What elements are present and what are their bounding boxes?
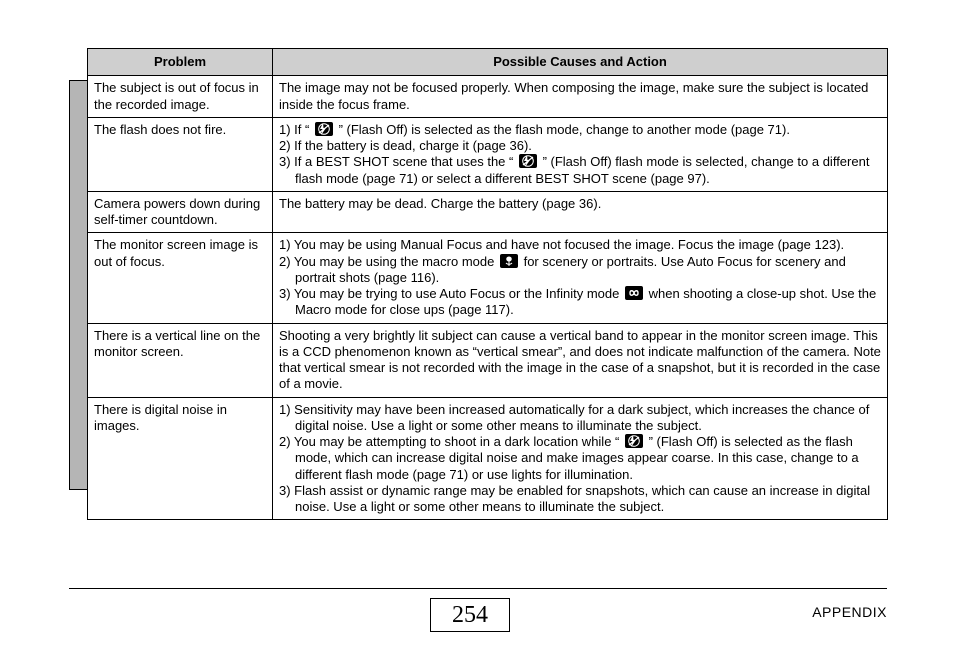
table-row: The monitor screen image is out of focus… — [88, 233, 888, 323]
cause-item: 1) If “ ” (Flash Off) is selected as the… — [279, 122, 881, 138]
flash-off-icon — [625, 434, 643, 448]
table-row: The subject is out of focus in the recor… — [88, 76, 888, 118]
cause-item: 2) You may be attempting to shoot in a d… — [279, 434, 881, 483]
table-row: The flash does not fire. 1) If “ ” (Flash… — [88, 117, 888, 191]
cause-cell: The image may not be focused properly. W… — [273, 76, 888, 118]
problem-cell: There is a vertical line on the monitor … — [88, 323, 273, 397]
cause-cell: 1) Sensitivity may have been increased a… — [273, 397, 888, 520]
cause-text-pre: 2) You may be using the macro mode — [279, 254, 498, 269]
cause-text-pre: 1) If “ — [279, 122, 313, 137]
problem-cell: Camera powers down during self-timer cou… — [88, 191, 273, 233]
flash-off-icon — [315, 122, 333, 136]
troubleshooting-table: Problem Possible Causes and Action The s… — [87, 48, 888, 520]
cause-text-post: ” (Flash Off) is selected as the flash m… — [335, 122, 790, 137]
cause-item: 2) You may be using the macro mode for s… — [279, 254, 881, 287]
page-number: 254 — [430, 598, 510, 632]
table-row: There is digital noise in images.1) Sens… — [88, 397, 888, 520]
header-causes: Possible Causes and Action — [273, 49, 888, 76]
table-row: There is a vertical line on the monitor … — [88, 323, 888, 397]
macro-icon — [500, 254, 518, 268]
cause-item: 3) Flash assist or dynamic range may be … — [279, 483, 881, 516]
cause-cell: 1) You may be using Manual Focus and hav… — [273, 233, 888, 323]
problem-cell: There is digital noise in images. — [88, 397, 273, 520]
cause-cell: Shooting a very brightly lit subject can… — [273, 323, 888, 397]
cause-text-pre: 2) You may be attempting to shoot in a d… — [279, 434, 623, 449]
header-problem: Problem — [88, 49, 273, 76]
cause-text-pre: 3) You may be trying to use Auto Focus o… — [279, 286, 623, 301]
cause-item: 3) If a BEST SHOT scene that uses the “ … — [279, 154, 881, 187]
section-label: APPENDIX — [812, 604, 887, 620]
infinity-icon — [625, 286, 643, 300]
troubleshooting-page: Problem Possible Causes and Action The s… — [69, 48, 889, 520]
cause-text-pre: 3) If a BEST SHOT scene that uses the “ — [279, 154, 517, 169]
problem-cell: The subject is out of focus in the recor… — [88, 76, 273, 118]
cause-item: 1) You may be using Manual Focus and hav… — [279, 237, 881, 253]
problem-cell: The monitor screen image is out of focus… — [88, 233, 273, 323]
cause-item: 2) If the battery is dead, charge it (pa… — [279, 138, 881, 154]
cause-cell: 1) If “ ” (Flash Off) is selected as the… — [273, 117, 888, 191]
problem-cell: The flash does not fire. — [88, 117, 273, 191]
flash-off-icon — [519, 154, 537, 168]
cause-item: 3) You may be trying to use Auto Focus o… — [279, 286, 881, 319]
footer-rule — [69, 588, 887, 589]
cause-item: 1) Sensitivity may have been increased a… — [279, 402, 881, 435]
cause-cell: The battery may be dead. Charge the batt… — [273, 191, 888, 233]
table-row: Camera powers down during self-timer cou… — [88, 191, 888, 233]
table-header-row: Problem Possible Causes and Action — [88, 49, 888, 76]
